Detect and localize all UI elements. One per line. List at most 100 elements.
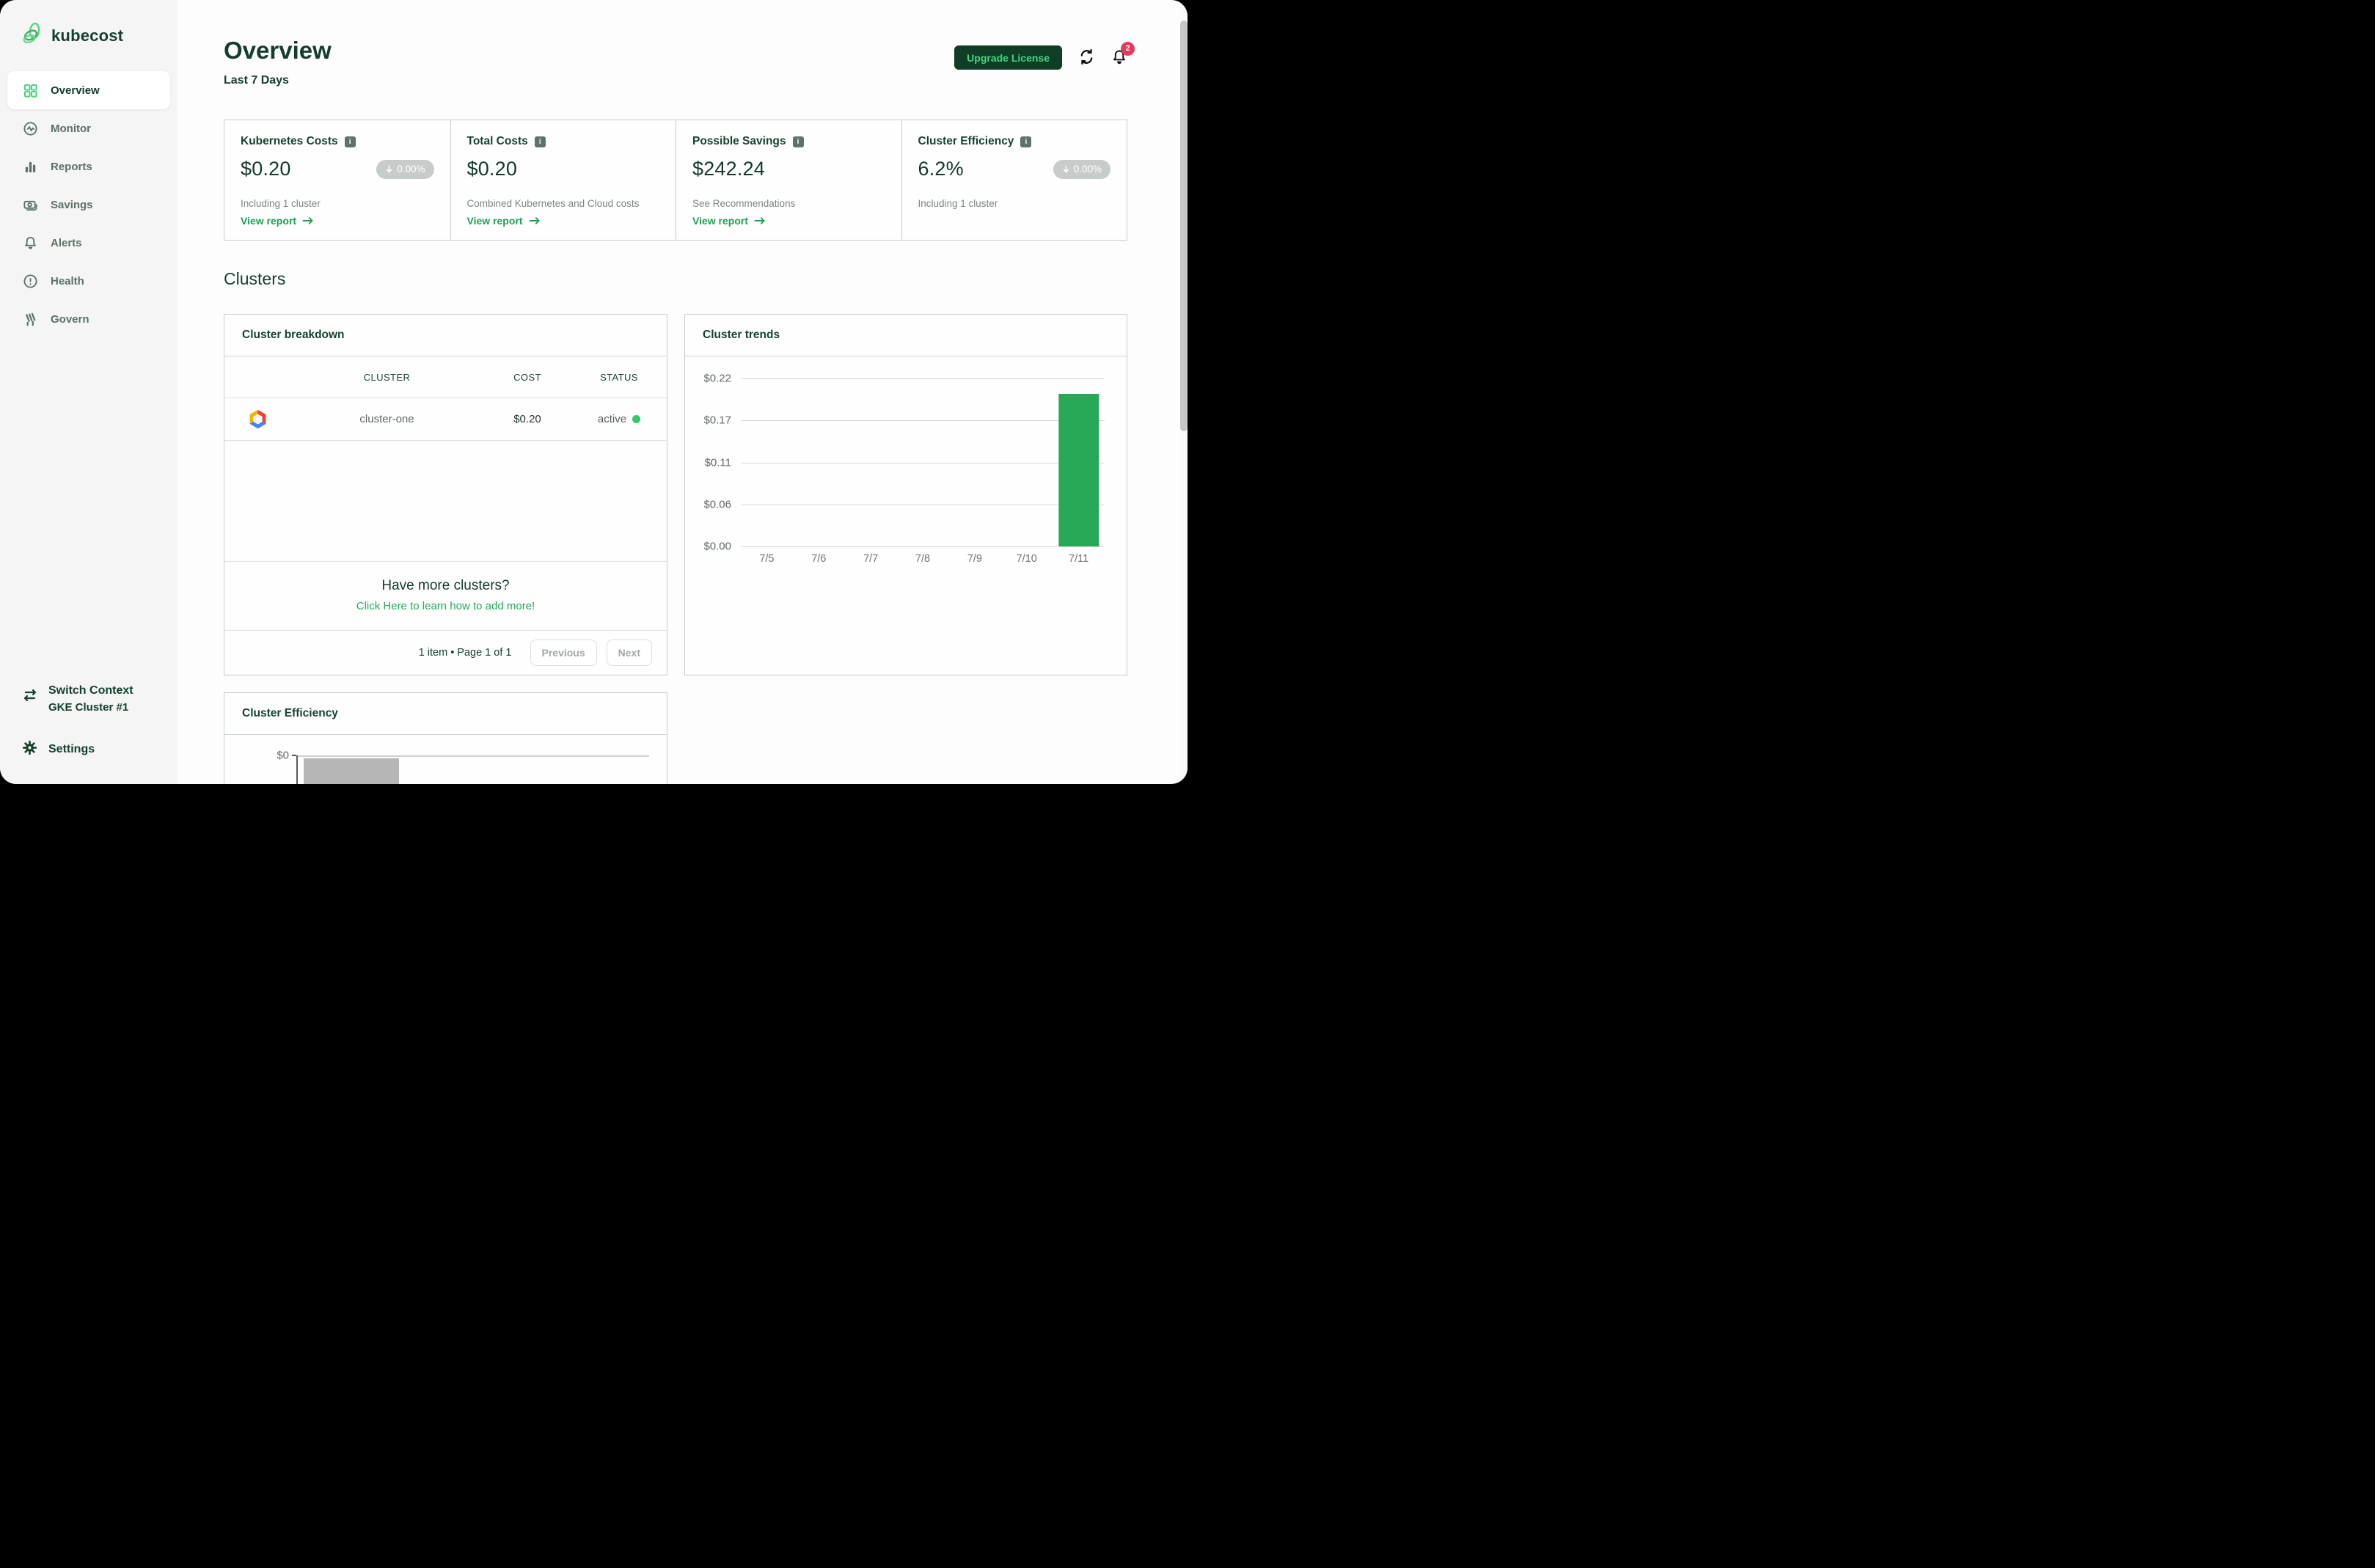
add-clusters-link[interactable]: Click Here to learn how to add more! <box>356 600 535 612</box>
sidebar-item-govern[interactable]: Govern <box>0 300 178 338</box>
arrow-right-icon <box>302 217 313 224</box>
logo-text: kubecost <box>51 26 124 45</box>
refresh-icon <box>1078 48 1095 67</box>
view-report-link[interactable]: View report <box>241 215 434 227</box>
exclamation-circle-icon <box>22 273 38 289</box>
stat-cards: Kubernetes Costs i $0.20 0.00% Including… <box>224 120 1127 241</box>
arrow-right-icon <box>529 217 540 224</box>
info-icon[interactable]: i <box>1020 136 1032 147</box>
sidebar-item-label: Alerts <box>51 236 82 249</box>
scrollbar-thumb[interactable] <box>1180 21 1188 431</box>
chart-y-axis-line <box>296 755 298 784</box>
main-content: Overview Last 7 Days Upgrade License <box>224 0 1135 784</box>
arrows-left-right-icon <box>22 684 38 714</box>
bar-chart-icon <box>22 158 38 175</box>
cluster-efficiency-chart: $0$0 <box>224 735 667 784</box>
switch-context-title: Switch Context <box>48 684 133 697</box>
sidebar-item-monitor[interactable]: Monitor <box>0 109 178 147</box>
kubecost-logo[interactable]: kubecost <box>0 0 178 49</box>
bar-slots <box>741 378 1105 546</box>
gridline <box>741 420 1105 422</box>
more-clusters-prompt: Have more clusters? Click Here to learn … <box>224 561 667 630</box>
status-dot-active <box>632 415 641 423</box>
info-icon[interactable]: i <box>792 136 804 147</box>
sidebar-item-reports[interactable]: Reports <box>0 147 178 186</box>
next-page-button[interactable]: Next <box>606 640 652 666</box>
y-axis-tick <box>292 755 296 756</box>
gridline <box>298 755 649 757</box>
x-axis-tick-label: 7/11 <box>1069 553 1089 565</box>
gridline <box>741 546 1105 547</box>
view-report-link[interactable]: View report <box>692 215 885 227</box>
sidebar-item-savings[interactable]: Savings <box>0 186 178 224</box>
page-header: Overview Last 7 Days Upgrade License <box>224 37 1135 87</box>
sidebar-item-overview[interactable]: Overview <box>7 71 170 109</box>
scrollbar-track[interactable] <box>1180 0 1188 784</box>
chart-plot-area: $0.00 $0.06 $0.11 $0.17 $0.22 <box>703 373 1105 553</box>
pulse-circle-icon <box>22 120 38 136</box>
x-axis-tick-label: 7/10 <box>1016 553 1037 565</box>
chart-x-axis-labels: 7/5 7/6 7/7 7/8 7/9 7/10 7/11 <box>741 553 1105 565</box>
arrow-down-icon <box>1063 165 1069 172</box>
switch-context-cluster: GKE Cluster #1 <box>48 701 129 714</box>
cluster-cost: $0.20 <box>513 413 541 425</box>
cluster-trends-card: Cluster trends $0.00 $0.06 $0.11 $0.17 $0.22… <box>684 314 1127 675</box>
gridline <box>741 378 1105 379</box>
stat-card-kubernetes-costs: Kubernetes Costs i $0.20 0.00% Including… <box>224 120 450 240</box>
stat-value: 6.2% <box>918 158 964 180</box>
y-axis-tick-label: $0.06 <box>703 498 731 511</box>
bar-slot <box>1053 378 1105 546</box>
upgrade-license-button[interactable]: Upgrade License <box>954 45 1062 70</box>
kubecost-logo-icon <box>22 22 44 49</box>
cluster-trends-chart: $0.00 $0.06 $0.11 $0.17 $0.22 7/5 7/6 7/7 7/8 7/… <box>685 356 1127 565</box>
table-row[interactable]: cluster-one $0.20 active <box>224 398 667 441</box>
bell-icon <box>22 235 38 251</box>
view-report-link[interactable]: View report <box>467 215 660 227</box>
settings-label: Settings <box>48 743 95 755</box>
sidebar-item-label: Health <box>51 274 84 287</box>
sidebar-item-label: Overview <box>51 84 100 97</box>
sidebar-nav: Overview Monitor Reports <box>0 71 178 338</box>
table-header: CLUSTER COST STATUS <box>224 356 667 398</box>
stat-value: $0.20 <box>241 158 291 180</box>
refresh-button[interactable] <box>1078 48 1095 67</box>
clusters-section-heading: Clusters <box>224 269 286 288</box>
arrow-down-icon <box>387 165 392 172</box>
stat-subtitle: Combined Kubernetes and Cloud costs <box>466 198 640 209</box>
sidebar-item-settings[interactable]: Settings <box>22 740 178 759</box>
gear-icon <box>22 740 37 759</box>
page-title: Overview <box>224 37 332 64</box>
cluster-status: active <box>598 413 641 425</box>
pagination: 1 item • Page 1 of 1 Previous Next <box>224 630 667 675</box>
sidebar-item-alerts[interactable]: Alerts <box>0 224 178 262</box>
switch-context[interactable]: Switch Context GKE Cluster #1 <box>22 684 178 714</box>
stat-card-possible-savings: Possible Savings i $242.24 See Recommend… <box>676 120 901 240</box>
bar-slot <box>845 378 897 546</box>
gridline <box>741 462 1105 464</box>
sidebar-item-label: Reports <box>51 160 92 173</box>
trend-badge: 0.00% <box>376 159 434 179</box>
info-icon[interactable]: i <box>534 136 546 147</box>
sidebar-item-label: Savings <box>51 198 93 211</box>
bar-slot <box>948 378 1000 546</box>
column-header-cluster: CLUSTER <box>363 371 411 383</box>
gcp-logo <box>224 409 290 430</box>
stat-title: Total Costs <box>466 135 528 147</box>
sidebar-bottom: Switch Context GKE Cluster #1 <box>0 684 178 784</box>
trend-bar[interactable] <box>1058 393 1099 546</box>
prompt-title: Have more clusters? <box>381 578 510 593</box>
bar-slot <box>793 378 845 546</box>
cluster-name: cluster-one <box>359 413 414 425</box>
x-axis-tick-label: 7/9 <box>967 553 982 565</box>
info-icon[interactable]: i <box>344 136 356 147</box>
stat-value: $0.20 <box>466 158 518 180</box>
previous-page-button[interactable]: Previous <box>530 640 597 666</box>
efficiency-bar <box>304 758 399 784</box>
sidebar: kubecost Overview Monitor <box>0 0 178 784</box>
y-axis-tick-label: $0 <box>277 749 289 762</box>
notifications-button[interactable]: 2 <box>1111 41 1135 67</box>
pagination-summary: 1 item • Page 1 of 1 <box>418 647 512 659</box>
stat-subtitle: Including 1 cluster <box>918 198 998 209</box>
date-range-label: Last 7 Days <box>224 74 289 87</box>
sidebar-item-health[interactable]: Health <box>0 262 178 300</box>
